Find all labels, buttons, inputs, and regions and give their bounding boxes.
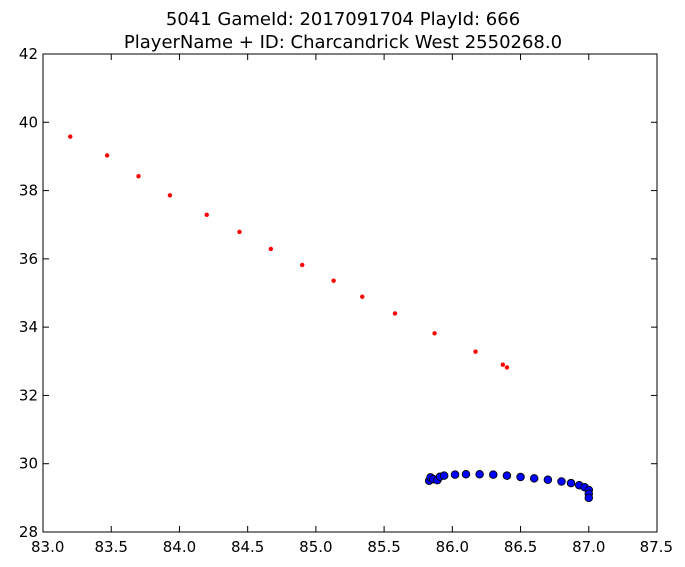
series-1-point-7: [461, 470, 471, 479]
series-0-point-7: [300, 262, 305, 268]
axis-ticks: 83.0 83.5 84.0 84.5 85.0 85.5 86.0 86.5 87.0 87.5…: [19, 45, 673, 556]
series-0-point-4: [204, 212, 209, 218]
y-tick-label: 42: [19, 45, 38, 63]
series-1-point-10: [502, 471, 512, 480]
x-tick-label: 84.5: [231, 538, 264, 556]
series-0-point-2: [136, 174, 141, 179]
series-0-point-13: [500, 362, 506, 367]
y-tick-label: 28: [19, 523, 38, 541]
series-0-point-1: [104, 153, 110, 158]
series-0-point-12: [473, 349, 478, 354]
x-tick-label: 84.0: [163, 538, 196, 556]
x-tick-label: 85.5: [367, 538, 400, 556]
series-0-point-9: [360, 294, 365, 299]
chart-marks: [68, 134, 594, 503]
series-0-point-3: [167, 193, 173, 198]
series-1-point-12: [529, 474, 539, 483]
series-1-point-15: [566, 478, 576, 488]
series-0-point-11: [432, 331, 437, 336]
x-tick-label: 86.0: [436, 538, 469, 556]
chart-title-line-2: PlayerName + ID: Charcandrick West 25502…: [124, 32, 562, 53]
series-1-point-9: [489, 470, 498, 479]
x-tick-label: 86.5: [504, 538, 537, 556]
series-1-point-6: [450, 470, 460, 479]
series-1-point-14: [557, 477, 566, 486]
chart-title-line-1: 5041 GameId: 2017091704 PlayId: 666: [166, 9, 520, 30]
y-tick-label: 40: [19, 113, 38, 131]
series-1-point-20: [584, 493, 594, 503]
series-0-point-5: [237, 229, 242, 235]
x-tick-label: 83.5: [95, 538, 128, 556]
y-tick-label: 38: [19, 182, 38, 200]
series-1-point-11: [516, 472, 525, 482]
series-0-point-14: [504, 365, 510, 370]
series-0-point-0: [68, 134, 73, 139]
series-0-point-8: [331, 278, 336, 283]
y-tick-label: 36: [19, 250, 38, 268]
plot-frame: [42, 53, 658, 533]
x-tick-label: 85.0: [299, 538, 332, 556]
y-tick-label: 30: [19, 455, 38, 473]
x-tick-label: 87.5: [640, 538, 673, 556]
series-1-point-8: [475, 470, 484, 479]
x-tick-label: 83.0: [31, 538, 64, 556]
x-tick-label: 87.0: [572, 538, 605, 556]
series-1-point-5: [439, 471, 449, 480]
series-0-point-6: [268, 246, 274, 252]
series-1-point-13: [543, 475, 553, 485]
y-tick-label: 32: [19, 386, 38, 404]
y-tick-label: 34: [19, 318, 38, 336]
series-0-point-10: [392, 311, 398, 316]
